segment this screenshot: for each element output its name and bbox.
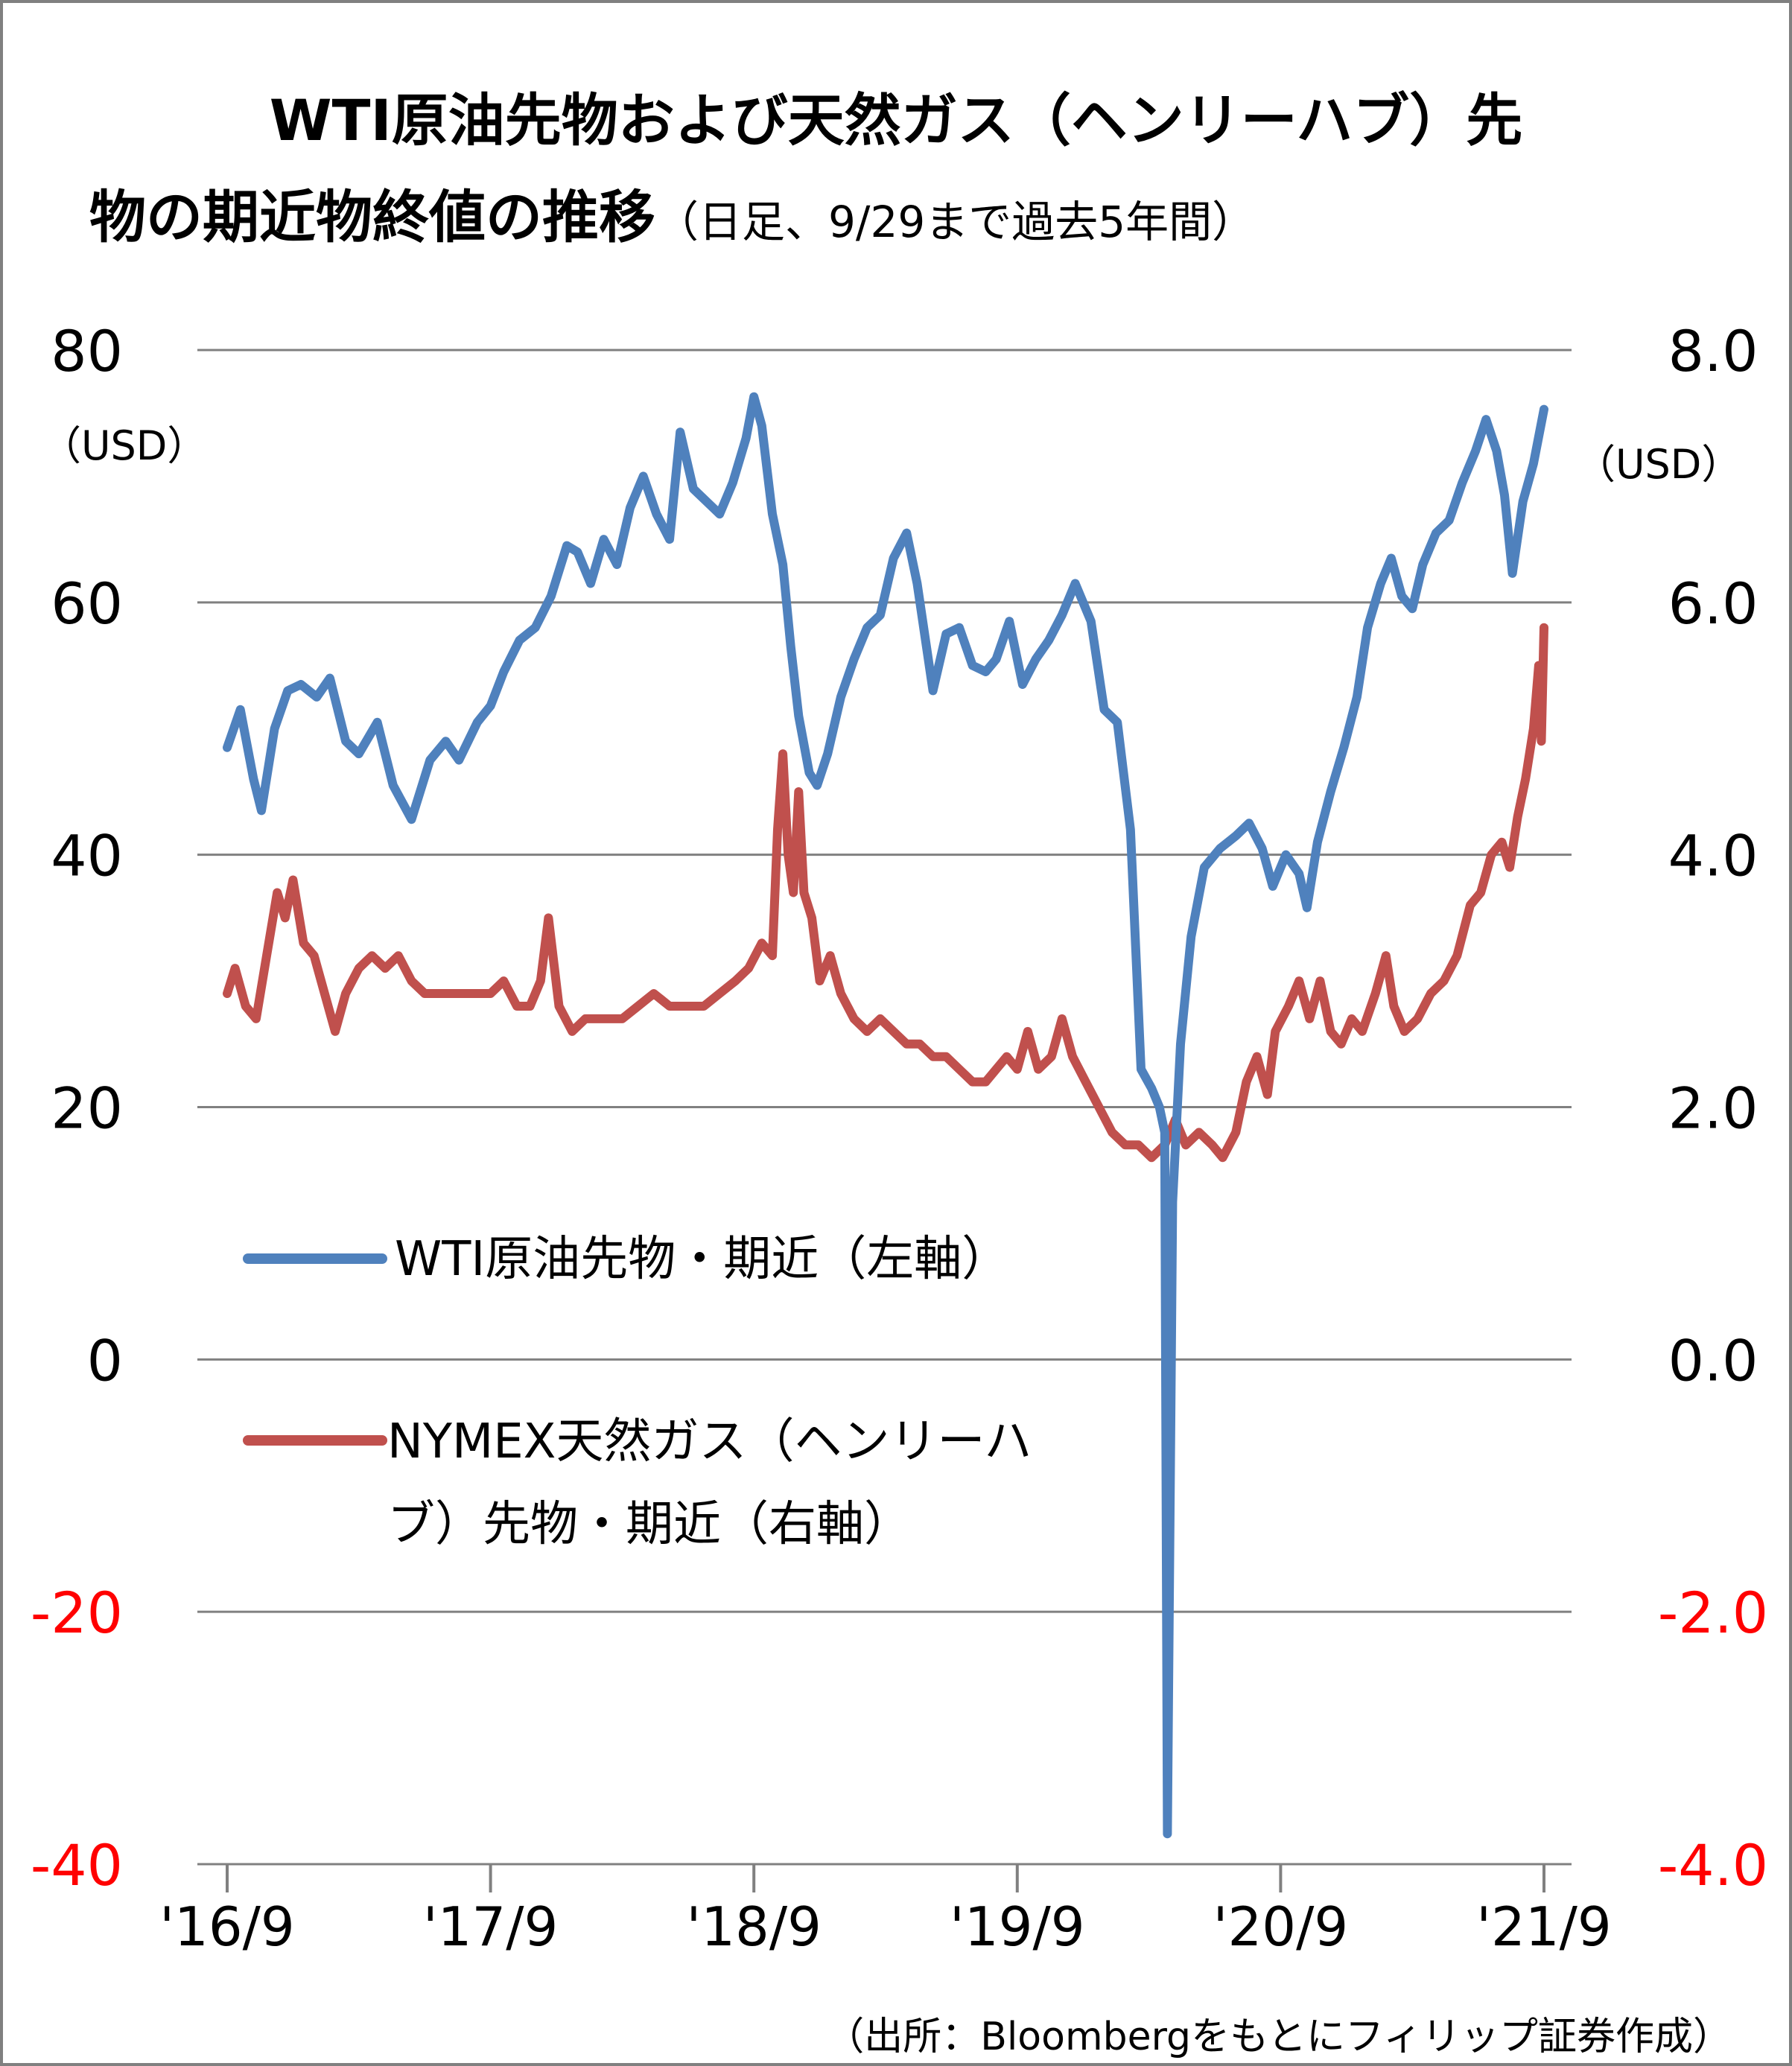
legend: WTI原油先物・期近（左軸） NYMEX天然ガス（ヘンリーハ ブ）先物・期近（右…	[243, 1232, 1047, 1552]
series-line-wti	[223, 392, 1548, 1839]
legend-label-gas-line1: NYMEX天然ガス（ヘンリーハ	[387, 1414, 1032, 1469]
legend-label-gas-line2: ブ）先物・期近（右軸）	[387, 1497, 912, 1552]
x-axis-tick-label: '20/9	[1213, 1895, 1348, 1958]
x-axis-tick-label: '19/9	[950, 1895, 1084, 1958]
left-axis-tick-label: 60	[51, 570, 123, 637]
left-axis-unit: （USD）	[41, 422, 207, 469]
chart-title-line2: 物の期近物終値の推移（日足、9/29まで過去5年間）	[89, 184, 1255, 250]
right-axis-tick-label: 2.0	[1668, 1075, 1758, 1142]
x-axis-tick-label: '17/9	[423, 1895, 558, 1958]
right-axis-tick-label: -2.0	[1658, 1580, 1768, 1646]
right-axis-labels: 8.0 6.0 4.0 2.0 0.0 -2.0 -4.0	[1658, 318, 1768, 1898]
chart-title-line2-main: 物の期近物終値の推移	[89, 184, 655, 250]
right-axis-tick-label: 4.0	[1668, 823, 1758, 889]
left-axis-tick-label: 40	[51, 823, 123, 889]
chart-title-line1: WTI原油先物および天然ガス（ヘンリーハブ）先	[270, 87, 1522, 153]
legend-label-gas: NYMEX天然ガス（ヘンリーハ ブ）先物・期近（右軸）	[387, 1414, 1047, 1552]
left-axis-tick-label: -40	[31, 1832, 123, 1898]
right-axis-tick-label: -4.0	[1658, 1832, 1768, 1898]
series-lines	[223, 392, 1548, 1839]
chart-title-line2-sub: （日足、9/29まで過去5年間）	[655, 197, 1255, 247]
legend-label-wti: WTI原油先物・期近（左軸）	[395, 1232, 1009, 1287]
right-axis-tick-label: 8.0	[1668, 318, 1758, 384]
left-axis-labels: 80 60 40 20 0 -20 -40	[31, 318, 123, 1898]
x-axis: '16/9 '17/9 '18/9 '19/9 '20/9 '21/9	[159, 1864, 1612, 1958]
x-axis-tick-label: '18/9	[686, 1895, 821, 1958]
left-axis-tick-label: 20	[51, 1075, 123, 1142]
series-line-natural-gas	[223, 623, 1548, 1163]
x-axis-tick-label: '21/9	[1476, 1895, 1611, 1958]
gridlines	[197, 349, 1572, 1866]
left-axis-tick-label: 0	[87, 1327, 123, 1393]
source-note: （出所：Bloombergをもとにフィリップ証券作成）	[825, 2015, 1732, 2059]
x-axis-tick-label: '16/9	[159, 1895, 294, 1958]
left-axis-tick-label: 80	[51, 318, 123, 384]
right-axis-unit: （USD）	[1575, 441, 1741, 488]
right-axis-tick-label: 0.0	[1668, 1327, 1758, 1393]
right-axis-tick-label: 6.0	[1668, 570, 1758, 637]
left-axis-tick-label: -20	[31, 1580, 123, 1646]
